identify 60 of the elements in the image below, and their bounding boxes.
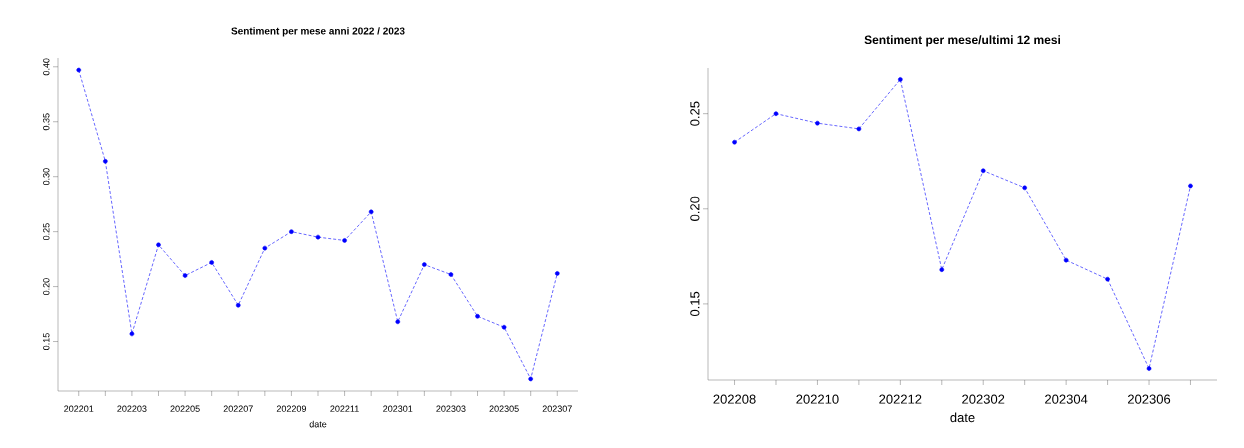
point [475,313,480,319]
x-tick-label: 202305 [489,405,519,412]
point [980,168,986,174]
point [289,229,294,234]
x-tick-label: 202207 [223,405,253,412]
x-tick-label: 202303 [436,405,466,412]
y-tick-label: 0.20 [690,196,700,221]
y-tick-label: 0.25 [43,223,50,241]
x-tick-label: 202307 [542,405,572,412]
point [1105,276,1110,282]
point [129,331,135,337]
x-tick-label: 202301 [383,405,413,412]
y-tick-label: 0.15 [43,333,50,350]
point [856,126,862,132]
y-tick-label: 0.25 [690,101,700,126]
x-tick-label: 202304 [1045,394,1088,404]
x-tick-label: 202211 [330,405,359,412]
point [395,319,401,325]
point [773,111,779,116]
point [1146,366,1152,371]
point [368,209,374,215]
chart-title: Sentiment per mese/ultimi 12 mesi [864,35,1061,47]
point [76,67,82,73]
point [732,139,737,145]
x-tick-label: 202302 [962,394,1005,404]
point [262,245,268,251]
x-tick-label: 202210 [796,394,839,404]
x-axis-title: date [309,420,327,428]
y-tick-label: 0.15 [690,291,700,317]
point [315,234,321,240]
point [448,272,454,277]
chart-title: Sentiment per mese anni 2022 / 2023 [231,27,405,37]
y-tick-label: 0.35 [43,113,50,131]
point [898,77,903,82]
x-tick-label: 202306 [1128,394,1171,404]
x-tick-label: 202205 [170,405,200,412]
point [939,267,945,272]
point [528,376,533,382]
point [209,260,214,265]
point [235,302,241,308]
point [554,271,560,276]
x-tick-label: 202203 [117,405,147,412]
point [815,120,820,126]
x-tick-label: 202212 [879,394,922,404]
point [501,324,507,330]
point [1188,183,1193,189]
x-axis-title: date [950,412,975,423]
y-tick-label: 0.40 [43,58,50,76]
x-tick-label: 202209 [276,405,307,412]
x-tick-label: 202201 [64,405,94,412]
point [103,159,108,164]
x-tick-label: 202208 [713,394,756,404]
point [156,242,161,248]
point [1063,257,1069,263]
y-tick-label: 0.20 [43,278,50,296]
point [422,262,427,267]
point [342,238,347,243]
y-tick-label: 0.30 [43,168,50,186]
point [182,273,188,278]
point [1022,185,1027,191]
